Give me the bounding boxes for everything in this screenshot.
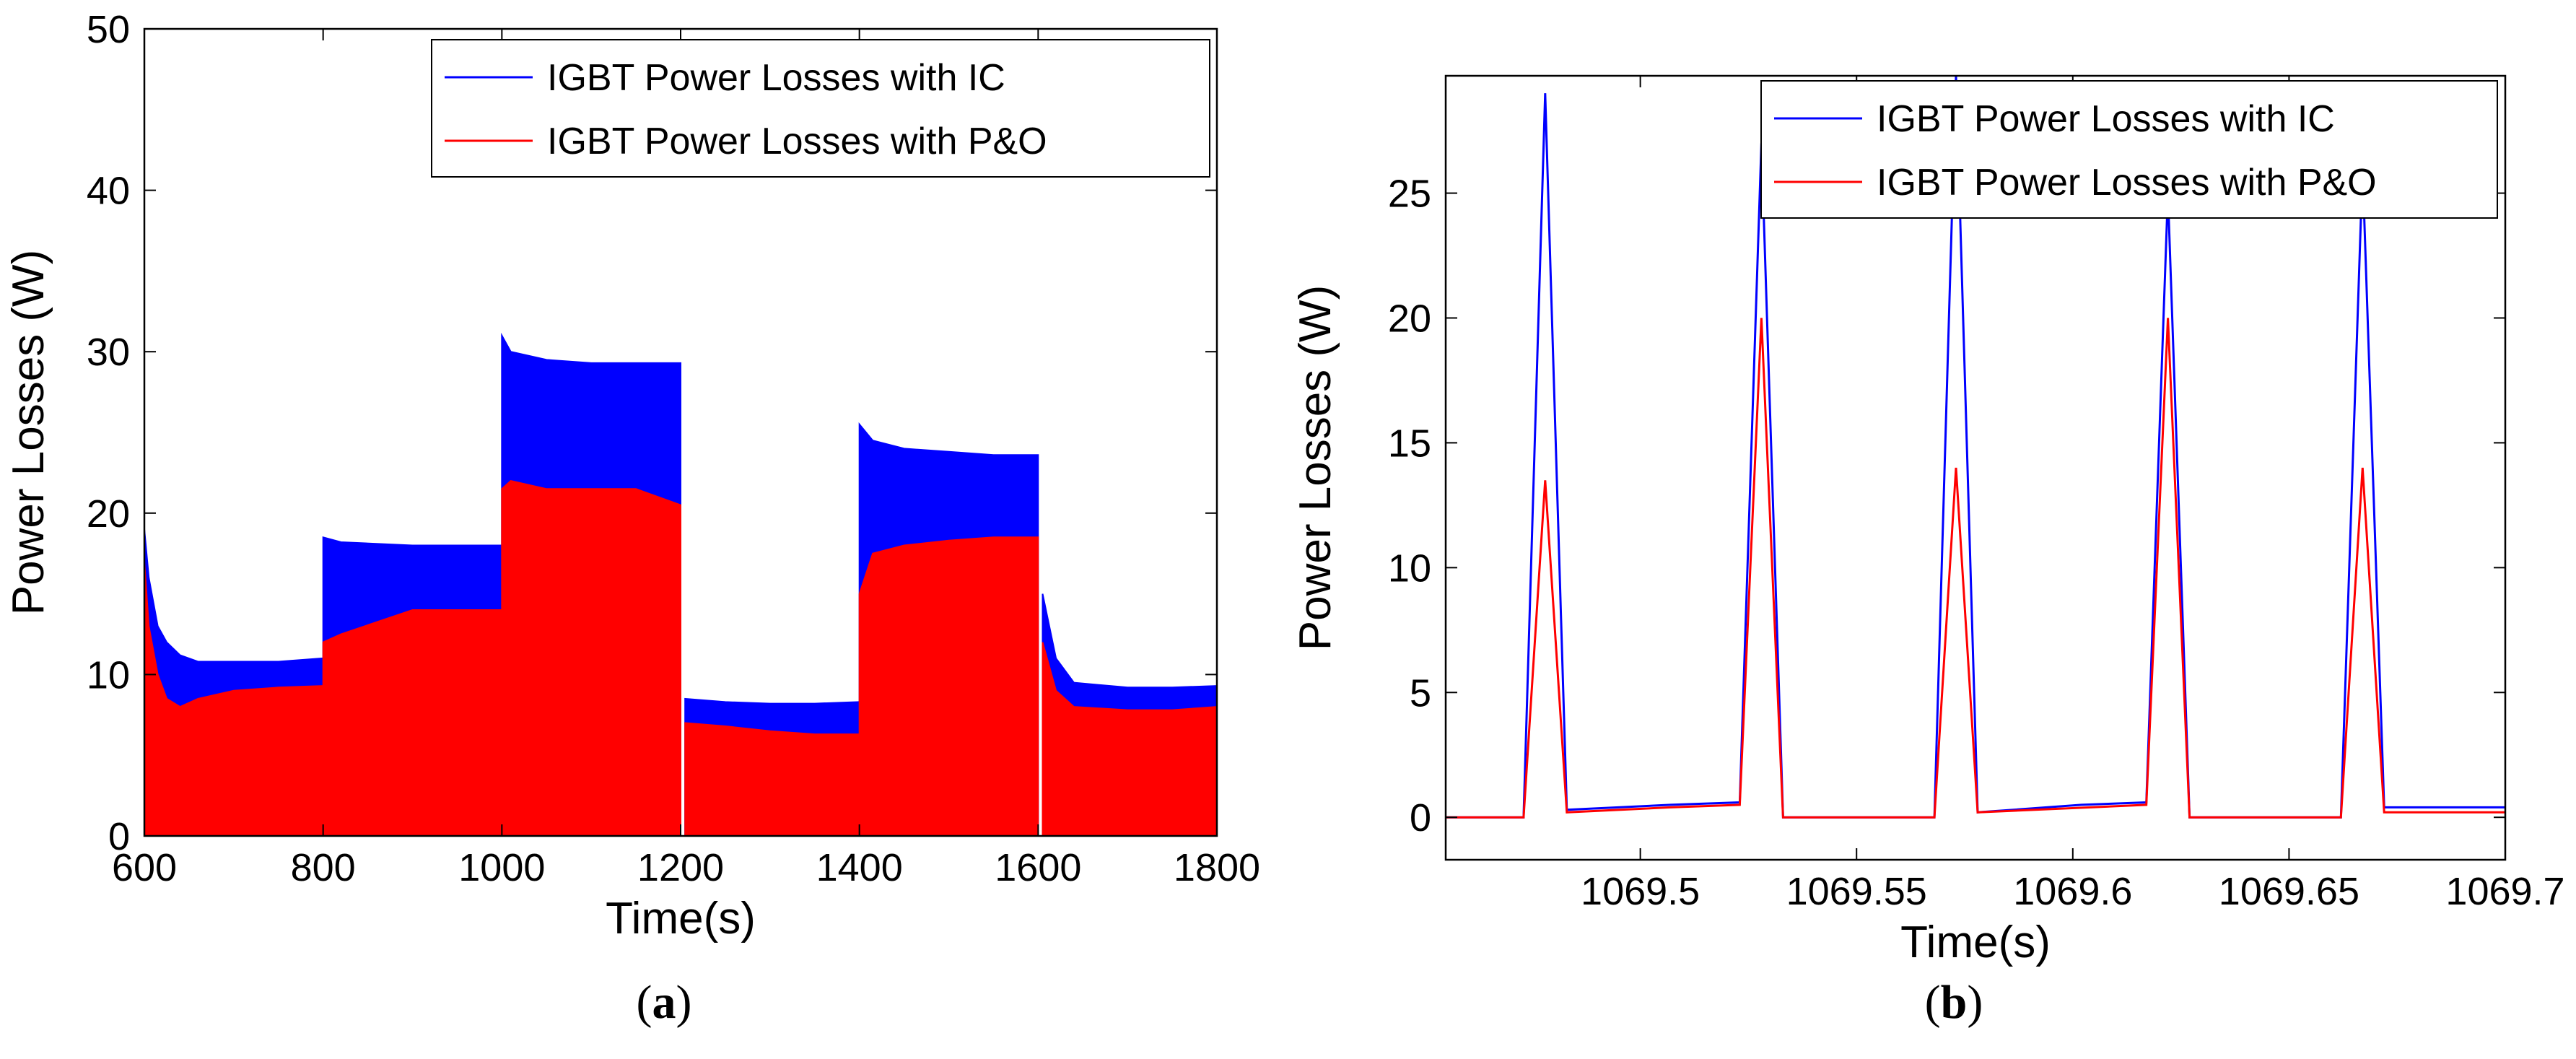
series-po-line [1446,318,2505,819]
y-tick-label: 15 [1388,422,1431,465]
caption-close: ) [1967,976,1983,1029]
x-axis-label: Time(s) [1900,918,2051,967]
caption-letter: b [1941,976,1968,1029]
x-tick-label: 1069.5 [1581,870,1700,913]
subfigure-caption: (a) [637,976,692,1029]
series-po-segment-4 [684,722,860,836]
x-tick-label: 1800 [1174,846,1260,889]
caption-close: ) [676,976,692,1029]
chart-b: 1069.5 1069.55 1069.6 1069.65 1069.7 0 5 10 15 20… [1291,74,2565,1029]
y-axis-label: Power Losses (W) [1291,285,1340,650]
y-tick-label: 20 [87,492,130,536]
y-tick-label: 10 [87,653,130,697]
x-tick-label: 800 [291,846,356,889]
x-tick-label: 1000 [458,846,545,889]
x-tick-label: 1200 [637,846,724,889]
y-tick-label: 20 [1388,297,1431,340]
legend-label-ic: IGBT Power Losses with IC [1877,98,2335,140]
y-tick-label: 5 [1410,671,1431,715]
series-po-segment-5 [858,536,1039,836]
y-tick-label: 25 [1388,173,1431,216]
data-layer [1446,76,2505,819]
x-tick-label: 1069.65 [2219,870,2359,913]
x-tick-label: 1069.55 [1786,870,1927,913]
x-tick-label: 1400 [816,846,903,889]
data-layer [144,332,1217,836]
plot-frame [1444,74,2507,861]
x-tick-label: 1069.6 [2013,870,2132,913]
legend-box [431,39,1210,178]
x-tick-label: 1069.7 [2445,870,2564,913]
y-axis-label: Power Losses (W) [4,250,53,615]
chart-a: 600 800 1000 1200 1400 1600 1800 0 10 20 30 40 50 Tim… [4,8,1260,1029]
subfigure-caption: (b) [1925,976,1983,1029]
legend-label-po: IGBT Power Losses with P&O [547,121,1047,162]
y-tick-label: 10 [1388,546,1431,590]
caption-open: ( [1925,976,1941,1029]
legend-label-po: IGBT Power Losses with P&O [1877,162,2377,204]
series-po-segment-2 [322,609,502,836]
y-tick-label: 50 [87,8,130,51]
x-tick-label: 600 [112,846,177,889]
series-po-segment-3 [501,480,681,836]
series-po-segment-1 [144,561,323,836]
caption-open: ( [637,976,652,1029]
x-axis-label: Time(s) [606,894,756,943]
caption-letter: a [652,976,676,1029]
y-tick-label: 30 [87,331,130,374]
x-tick-label: 1600 [995,846,1081,889]
legend-box [1760,80,2498,219]
series-po-segment-6 [1042,642,1217,836]
y-tick-label: 0 [108,815,130,858]
y-tick-label: 0 [1410,796,1431,840]
y-tick-label: 40 [87,170,130,213]
legend-label-ic: IGBT Power Losses with IC [547,57,1005,99]
